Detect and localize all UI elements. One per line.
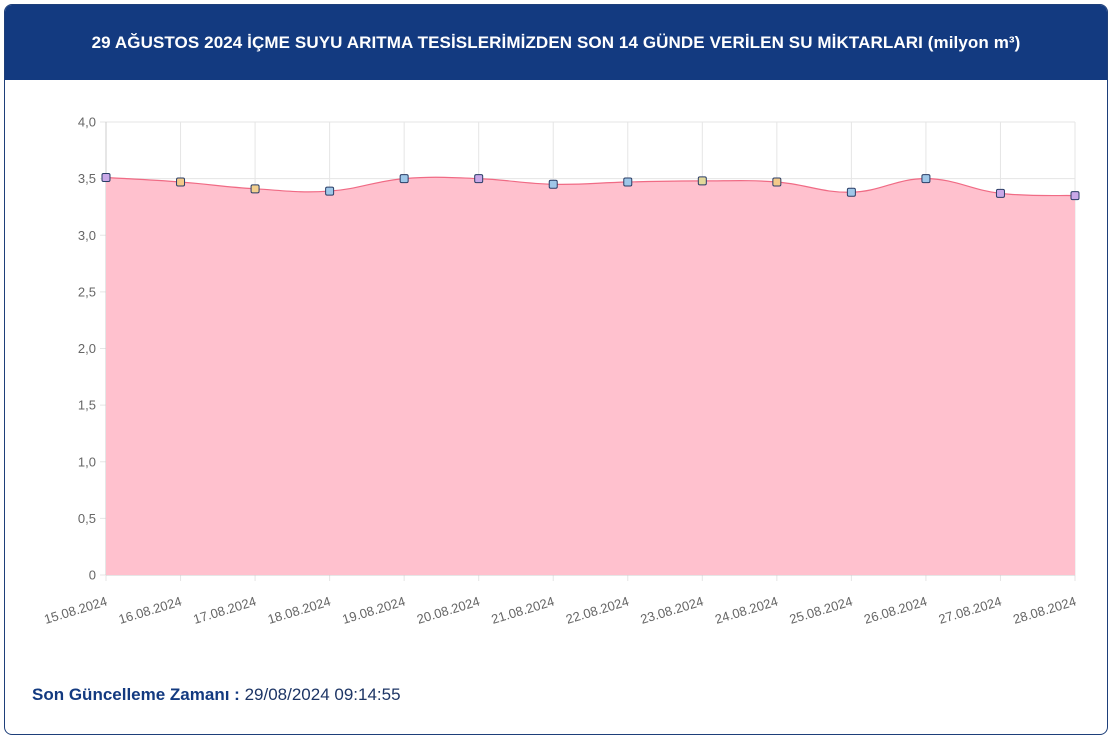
y-axis-ticks: 0 0,5 1,0 1,5 2,0 2,5 3,0 3,5 4,0	[78, 115, 96, 583]
data-point[interactable]	[995, 188, 1005, 198]
data-point[interactable]	[1070, 191, 1080, 201]
y-tick-label: 2,0	[78, 341, 96, 356]
x-tick-label: 17.08.2024	[191, 594, 258, 627]
y-tick-label: 2,5	[78, 284, 96, 299]
area-fill	[106, 177, 1075, 575]
y-tick-label: 3,0	[78, 228, 96, 243]
x-tick-label: 16.08.2024	[117, 594, 184, 627]
y-tick-label: 0,5	[78, 511, 96, 526]
x-tick-label: 22.08.2024	[564, 594, 631, 627]
y-tick-label: 0	[89, 568, 96, 583]
last-update-value: 29/08/2024 09:14:55	[244, 685, 401, 704]
data-point[interactable]	[846, 187, 856, 197]
y-tick-label: 1,0	[78, 454, 96, 469]
data-point[interactable]	[697, 176, 707, 186]
data-point[interactable]	[176, 177, 186, 187]
x-tick-label: 20.08.2024	[415, 594, 482, 627]
y-tick-label: 4,0	[78, 115, 96, 130]
data-point[interactable]	[325, 186, 335, 196]
y-tick-label: 1,5	[78, 398, 96, 413]
data-point[interactable]	[101, 172, 111, 182]
data-point[interactable]	[548, 179, 558, 189]
x-tick-label: 25.08.2024	[788, 594, 855, 627]
data-point[interactable]	[623, 177, 633, 187]
x-axis-ticks: 15.08.2024 16.08.2024 17.08.2024 18.08.2024…	[42, 594, 1078, 627]
area-chart: 0 0,5 1,0 1,5 2,0 2,5 3,0 3,5 4,0 15.08.2024 16.0…	[42, 115, 1080, 627]
data-point[interactable]	[474, 174, 484, 184]
chart-card: 29 AĞUSTOS 2024 İÇME SUYU ARITMA TESİSLE…	[4, 4, 1108, 735]
chart-area: 0 0,5 1,0 1,5 2,0 2,5 3,0 3,5 4,0 15.08.2024 16.0…	[5, 80, 1107, 650]
data-point[interactable]	[921, 174, 931, 184]
chart-title: 29 AĞUSTOS 2024 İÇME SUYU ARITMA TESİSLE…	[5, 5, 1107, 80]
x-tick-label: 19.08.2024	[340, 594, 407, 627]
x-tick-label: 24.08.2024	[713, 594, 780, 627]
data-point[interactable]	[772, 177, 782, 187]
x-tick-label: 23.08.2024	[639, 594, 706, 627]
x-tick-label: 28.08.2024	[1011, 594, 1078, 627]
data-point[interactable]	[250, 184, 260, 194]
y-tick-label: 3,5	[78, 171, 96, 186]
x-tick-label: 15.08.2024	[42, 594, 109, 627]
data-point[interactable]	[399, 174, 409, 184]
series-line	[105, 176, 1076, 197]
x-tick-label: 18.08.2024	[266, 594, 333, 627]
area-series	[105, 176, 1076, 575]
x-tick-label: 26.08.2024	[862, 594, 929, 627]
x-tick-label: 21.08.2024	[489, 594, 556, 627]
last-update-label: Son Güncelleme Zamanı :	[32, 685, 240, 704]
last-update: Son Güncelleme Zamanı : 29/08/2024 09:14…	[32, 685, 401, 705]
x-tick-label: 27.08.2024	[937, 594, 1004, 627]
data-points	[101, 172, 1080, 201]
